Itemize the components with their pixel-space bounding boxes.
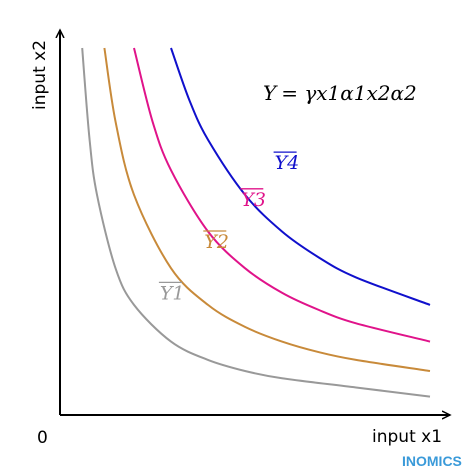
curve-label-y4: Y4 [275,152,300,174]
y-axis-label: input x2 [30,40,50,110]
curve-label-y3: Y3 [241,189,266,211]
isoquant-line-y2 [103,47,431,372]
origin-label: 0 [37,428,48,448]
isoquant-line-y3 [133,47,431,343]
production-function-equation: Y = γx1α1x2α2 [263,81,417,105]
inomics-logo: INOMICS [402,453,462,469]
curve-label-y1: Y1 [160,282,185,304]
isoquant-line-y1 [81,47,431,398]
isoquant-labels: Y1 Y2 Y3 Y4 [158,151,300,304]
isoquant-curves [81,47,431,398]
equation-rhs: = γx1α1x2α2 [281,81,417,105]
curve-label-y2: Y2 [204,231,229,253]
x-axis-label: input x1 [372,427,442,447]
equation-lhs: Y [263,81,278,105]
isoquant-line-y4 [170,47,431,306]
